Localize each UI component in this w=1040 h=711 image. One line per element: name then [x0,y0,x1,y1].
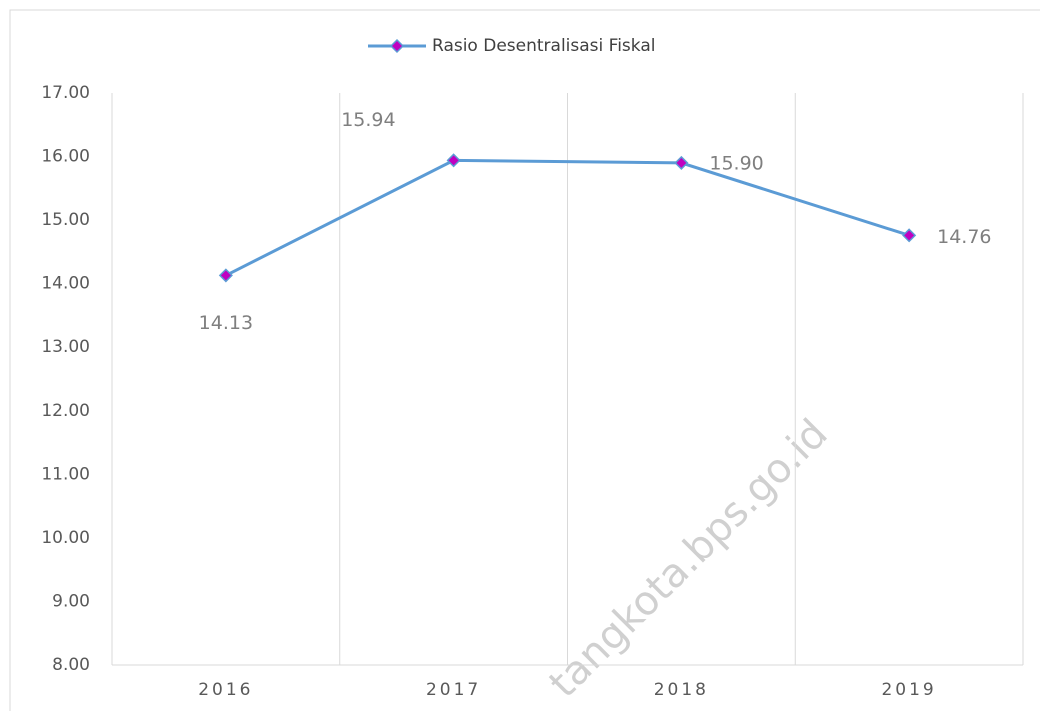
y-tick-label: 17.00 [41,83,90,103]
y-tick-label: 10.00 [41,528,90,548]
y-tick-label: 12.00 [41,401,90,421]
legend-label: Rasio Desentralisasi Fiskal [432,36,655,56]
x-tick-label: 2019 [881,680,936,700]
y-tick-label: 15.00 [41,210,90,230]
x-tick-label: 2017 [426,680,481,700]
y-tick-label: 16.00 [41,147,90,167]
y-tick-label: 13.00 [41,337,90,357]
x-tick-label: 2018 [654,680,709,700]
chart-frame [9,9,1040,711]
legend-marker [389,38,405,54]
series-line [225,158,910,277]
y-tick-label: 8.00 [52,655,90,675]
y-tick-label: 9.00 [52,591,90,611]
point-marker [902,228,917,243]
point-marker [218,268,233,283]
data-label: 14.76 [937,226,991,248]
data-label: 15.94 [341,109,395,131]
y-tick-label: 14.00 [41,274,90,294]
data-label: 14.13 [199,312,253,334]
y-tick-label: 11.00 [41,464,90,484]
point-marker [674,155,689,170]
x-tick-label: 2016 [198,680,253,700]
point-marker [446,153,461,168]
data-label: 15.90 [709,152,763,174]
